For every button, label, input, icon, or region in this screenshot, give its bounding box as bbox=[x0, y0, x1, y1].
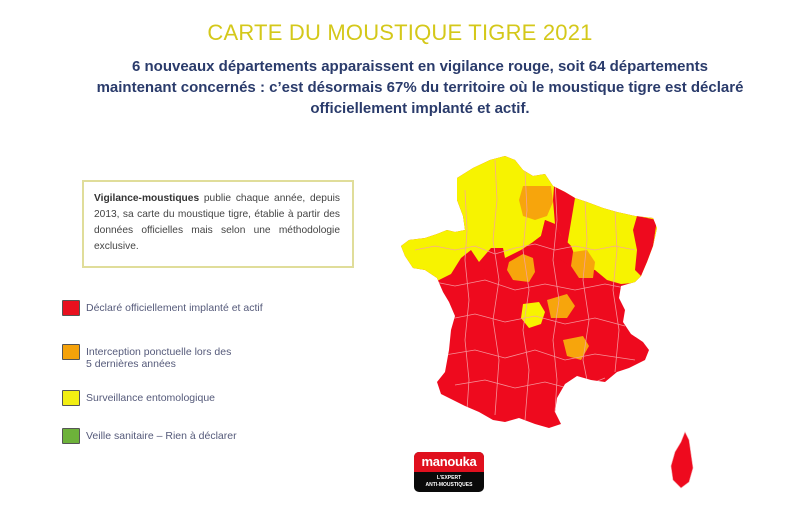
logo-tagline: L'EXPERT ANTI-MOUSTIQUES bbox=[414, 472, 484, 489]
subtitle-line-3: officiellement implanté et actif. bbox=[310, 100, 530, 117]
page-title: CARTE DU MOUSTIQUE TIGRE 2021 bbox=[207, 20, 593, 45]
logo-tagline-line-2: ANTI-MOUSTIQUES bbox=[425, 482, 473, 488]
page-subtitle: 6 nouveaux départements apparaissent en … bbox=[40, 56, 800, 119]
legend-label: Interception ponctuelle lors des 5 derni… bbox=[86, 346, 232, 370]
info-text: publie chaque année, depuis 2013, sa car… bbox=[94, 193, 340, 252]
logo-tagline-line-1: L'EXPERT bbox=[436, 475, 462, 481]
mainland-france bbox=[401, 156, 657, 428]
subtitle-line-2: maintenant concernés : c’est désormais 6… bbox=[96, 79, 744, 96]
info-brand: Vigilance-moustiques bbox=[94, 193, 200, 204]
logo-brand: manouka bbox=[414, 452, 484, 472]
legend-item-surveillance: Surveillance entomologique bbox=[62, 390, 342, 406]
corsica bbox=[670, 431, 694, 489]
legend-item-interception: Interception ponctuelle lors des 5 derni… bbox=[62, 344, 342, 370]
info-box: Vigilance-moustiques publie chaque année… bbox=[82, 180, 354, 268]
legend-label: Surveillance entomologique bbox=[86, 392, 215, 404]
legend-item-implanted: Déclaré officiellement implanté et actif bbox=[62, 300, 342, 316]
subtitle-line-1: 6 nouveaux départements apparaissent en … bbox=[131, 58, 709, 75]
legend-label: Veille sanitaire – Rien à déclarer bbox=[86, 430, 237, 442]
legend-swatch-orange bbox=[62, 344, 80, 360]
france-map bbox=[401, 156, 694, 489]
legend-swatch-yellow bbox=[62, 390, 80, 406]
legend-item-veille: Veille sanitaire – Rien à déclarer bbox=[62, 428, 342, 444]
legend-swatch-red bbox=[62, 300, 80, 316]
manouka-logo: manouka L'EXPERT ANTI-MOUSTIQUES bbox=[414, 452, 484, 492]
legend-swatch-green bbox=[62, 428, 80, 444]
legend-label: Déclaré officiellement implanté et actif bbox=[86, 302, 263, 314]
